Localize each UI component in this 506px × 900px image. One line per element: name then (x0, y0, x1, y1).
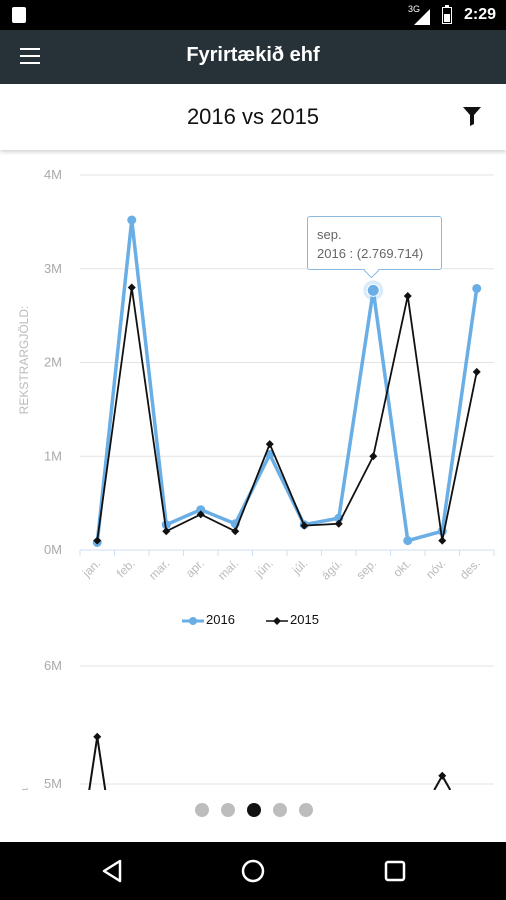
page-dot[interactable] (247, 803, 261, 817)
page-indicator (0, 803, 506, 819)
series-line-2015 (96, 287, 478, 541)
filter-icon[interactable] (462, 105, 482, 127)
data-point-2015 (334, 519, 343, 528)
data-point-2015 (93, 536, 102, 545)
status-bar: 3G 2:29 (0, 0, 506, 30)
y-tick-label: 4M (44, 167, 62, 182)
x-tick-label: feb. (114, 556, 138, 580)
highlight-point (366, 283, 380, 297)
y-axis-label: Sala (17, 788, 31, 790)
y-tick-label: 0M (44, 542, 62, 557)
y-axis-label: REKSTRARGJÖLD: (17, 306, 31, 415)
legend-2016-marker (182, 617, 204, 625)
x-tick-label: sep. (353, 556, 379, 582)
menu-icon[interactable] (20, 48, 40, 64)
page-dot[interactable] (221, 803, 235, 817)
y-tick-label: 5M (44, 776, 62, 790)
data-point-2015 (438, 536, 447, 545)
data-point-2015 (472, 367, 481, 376)
data-point-2015 (231, 527, 240, 536)
legend-2016-label: 2016 (206, 612, 235, 627)
battery-icon (442, 5, 452, 24)
comparison-title: 2016 vs 2015 (186, 104, 320, 129)
data-point-2016 (196, 505, 206, 515)
tooltip-month: sep. (317, 227, 342, 242)
app-bar: Fyrirtækið ehf (0, 30, 506, 84)
back-icon[interactable] (98, 856, 128, 886)
chart-legend: 2016 2015 (0, 612, 506, 632)
data-point-2015 (196, 510, 205, 519)
expenses-line-chart: 0M 1M 2M 3M 4M REKSTRARGJÖLD: jan. feb. mar. apr.… (17, 167, 495, 583)
notification-icon (12, 7, 26, 23)
data-point-2015 (127, 283, 136, 292)
x-tick-label: des. (457, 556, 483, 582)
x-tick-label: ágú. (318, 556, 344, 582)
legend-2015-label: 2015 (290, 612, 319, 627)
chart-tooltip: sep. 2016 : (2.769.714) (307, 216, 442, 270)
tooltip-value: 2016 : (2.769.714) (317, 246, 424, 261)
chart-header: 2016 vs 2015 (0, 84, 506, 150)
sales-line-chart: 5M 6M Sala (17, 658, 494, 790)
page-dot[interactable] (299, 803, 313, 817)
data-point-2015 (369, 452, 378, 461)
data-point-2015 (403, 291, 412, 300)
x-tick-label: jún. (252, 556, 276, 580)
data-point-2015 (93, 732, 102, 741)
x-tick-label: okt. (390, 556, 414, 580)
data-point-2015 (162, 527, 171, 536)
data-point-2015 (438, 771, 447, 780)
y-tick-label: 3M (44, 261, 62, 276)
page-dot[interactable] (273, 803, 287, 817)
recents-icon[interactable] (380, 856, 410, 886)
data-point-2016 (161, 520, 171, 530)
navigation-bar (0, 842, 506, 900)
data-point-2016 (403, 536, 413, 546)
x-tick-label: nóv. (423, 556, 448, 581)
app-title: Fyrirtækið ehf (186, 44, 320, 66)
x-tick-label: jan. (79, 556, 103, 580)
series-line-2016 (95, 219, 479, 543)
y-tick-label: 1M (44, 448, 62, 463)
y-tick-label: 6M (44, 658, 62, 673)
x-tick-label: júl. (289, 556, 310, 577)
data-point-2015 (265, 440, 274, 449)
signal-icon (414, 9, 430, 25)
series-line-2015 (96, 736, 107, 790)
page-dot[interactable] (195, 803, 209, 817)
legend-2015-marker (266, 617, 288, 625)
y-tick-label: 2M (44, 355, 62, 370)
data-point-2016 (472, 283, 482, 293)
x-tick-label: mar. (146, 556, 172, 582)
status-time: 2:29 (463, 6, 496, 23)
series-line-2015 (88, 736, 99, 790)
x-tick-label: apr. (183, 556, 207, 580)
data-point-2016 (127, 215, 137, 225)
home-icon[interactable] (238, 856, 268, 886)
x-tick-label: maí. (215, 556, 241, 582)
data-point-2015 (300, 521, 309, 530)
